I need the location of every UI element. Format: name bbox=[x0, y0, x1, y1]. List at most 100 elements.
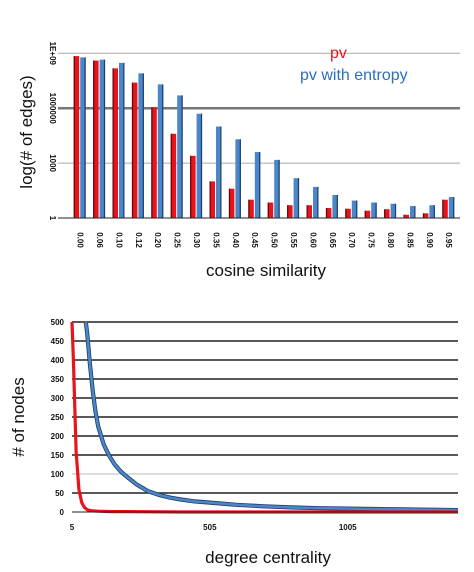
bar-pv bbox=[384, 209, 390, 218]
bar-shadow bbox=[306, 205, 308, 218]
bar-shadow bbox=[375, 202, 377, 218]
bar-chart-x-tick-label: 0.25 bbox=[173, 232, 182, 248]
bar-chart-bars bbox=[73, 56, 455, 219]
bar-chart-x-tick-label: 0.35 bbox=[211, 232, 220, 248]
bar-pv bbox=[364, 210, 371, 218]
line-chart-y-tick-label: 150 bbox=[51, 451, 65, 460]
line-chart-gridlines bbox=[72, 321, 458, 494]
bar-shadow bbox=[112, 68, 114, 218]
bar-chart-x-tick-label: 0.45 bbox=[250, 232, 259, 248]
bar-pv-with-entropy bbox=[390, 203, 397, 218]
bar-shadow bbox=[287, 205, 289, 218]
bar-chart-x-tick-label: 0.20 bbox=[153, 232, 162, 248]
bar-pv bbox=[112, 68, 118, 218]
bar-chart-y-ticks: 1 1000 1000000 1E+09 bbox=[48, 42, 57, 221]
bar-shadow bbox=[73, 56, 75, 218]
bar-shadow bbox=[131, 82, 134, 218]
bar-pv bbox=[93, 60, 99, 218]
bar-shadow bbox=[384, 209, 386, 218]
bar-chart-y-title: log(# of edges) bbox=[17, 75, 36, 188]
bar-shadow bbox=[414, 206, 416, 218]
bar-shadow bbox=[433, 205, 435, 218]
line-chart-y-tick-label: 100 bbox=[51, 470, 65, 479]
bar-chart-x-tick-label: 0.06 bbox=[95, 232, 104, 248]
line-chart-x-tick-label: 5 bbox=[70, 523, 75, 532]
bar-chart-x-tick-label: 0.80 bbox=[386, 232, 395, 248]
bar-shadow bbox=[228, 188, 231, 218]
bar-pv-with-entropy bbox=[313, 186, 319, 218]
legend-entry-pv: pv bbox=[330, 45, 347, 62]
bar-pv-with-entropy bbox=[216, 126, 222, 218]
bar-shadow bbox=[142, 73, 144, 219]
bar-pv bbox=[306, 205, 312, 218]
line-chart-y-tick-label: 300 bbox=[51, 394, 65, 403]
bar-shadow bbox=[84, 57, 86, 218]
line-chart-x-title: degree centrality bbox=[205, 548, 331, 567]
bar-pv bbox=[345, 208, 351, 218]
bar-chart-x-tick-label: 0.85 bbox=[405, 232, 414, 248]
bar-pv bbox=[422, 213, 429, 218]
bar-shadow bbox=[220, 126, 222, 218]
bar-shadow bbox=[325, 208, 328, 218]
bar-chart-y-tick-label: 1000000 bbox=[48, 93, 57, 125]
bar-chart-x-tick-label: 0.10 bbox=[114, 232, 123, 248]
bar-pv bbox=[442, 199, 448, 218]
bar-shadow bbox=[394, 203, 397, 218]
bar-chart-x-tick-label: 0.60 bbox=[308, 232, 317, 248]
bar-pv-with-entropy bbox=[254, 152, 261, 218]
line-chart-y-tick-label: 400 bbox=[51, 356, 65, 365]
bar-shadow bbox=[317, 186, 319, 218]
bar-chart-x-tick-label: 0.55 bbox=[289, 232, 298, 248]
bar-chart-x-ticks: 0.00 0.06 0.10 0.12 0.20 0.25 0.30 0.35 0.40 0.45… bbox=[76, 232, 454, 248]
bar-pv-with-entropy bbox=[274, 159, 280, 218]
bar-pv-with-entropy bbox=[410, 206, 416, 218]
bar-pv bbox=[248, 199, 254, 218]
bar-chart-x-tick-label: 0.30 bbox=[192, 232, 201, 248]
line-chart-x-tick-label: 1005 bbox=[339, 523, 357, 532]
bar-pv bbox=[170, 133, 177, 218]
bar-pv bbox=[325, 208, 332, 218]
bar-pv-with-entropy bbox=[196, 113, 203, 218]
bar-chart-x-tick-label: 0.65 bbox=[328, 232, 337, 248]
bar-pv bbox=[228, 188, 235, 218]
bar-shadow bbox=[442, 199, 444, 218]
line-chart-y-tick-label: 50 bbox=[55, 489, 64, 498]
bar-pv-with-entropy bbox=[429, 205, 435, 218]
bar-shadow bbox=[239, 139, 241, 218]
line-series-pv-with-entropy bbox=[84, 321, 459, 512]
bar-pv-with-entropy bbox=[119, 62, 125, 218]
bar-chart-x-tick-label: 0.75 bbox=[367, 232, 376, 248]
bar-chart-x-tick-label: 0.40 bbox=[231, 232, 240, 248]
bar-pv-with-entropy bbox=[371, 202, 377, 218]
bar-pv-with-entropy bbox=[235, 139, 241, 218]
bar-pv-with-entropy bbox=[138, 73, 144, 219]
bar-shadow bbox=[278, 159, 280, 218]
bar-chart-y-tick-label: 1E+09 bbox=[48, 42, 57, 66]
bar-shadow bbox=[248, 199, 250, 218]
bar-shadow bbox=[422, 213, 425, 218]
bar-pv-with-entropy bbox=[157, 84, 164, 219]
bar-chart-x-tick-label: 0.95 bbox=[444, 232, 453, 248]
line-chart-y-title: # of nodes bbox=[9, 377, 28, 456]
bar-pv-with-entropy bbox=[177, 95, 183, 218]
bar-shadow bbox=[181, 95, 183, 218]
bar-chart-x-tick-label: 0.70 bbox=[347, 232, 356, 248]
bar-pv bbox=[131, 82, 138, 218]
bar-shadow bbox=[123, 62, 125, 218]
bar-pv-with-entropy bbox=[99, 59, 106, 218]
bar-shadow bbox=[336, 195, 338, 218]
bar-shadow bbox=[209, 181, 211, 218]
bar-pv bbox=[287, 205, 293, 218]
bar-shadow bbox=[356, 200, 358, 218]
bar-chart-x-tick-label: 0.50 bbox=[270, 232, 279, 248]
bar-pv bbox=[403, 214, 409, 218]
legend-entry-pv-with-entropy: pv with entropy bbox=[300, 67, 408, 84]
bar-pv-with-entropy bbox=[351, 200, 358, 218]
bar-pv-with-entropy bbox=[80, 57, 86, 218]
bar-pv bbox=[151, 107, 157, 218]
bar-shadow bbox=[297, 178, 300, 218]
bar-pv-with-entropy bbox=[293, 178, 300, 218]
bar-chart-y-tick-label: 1 bbox=[48, 216, 57, 221]
